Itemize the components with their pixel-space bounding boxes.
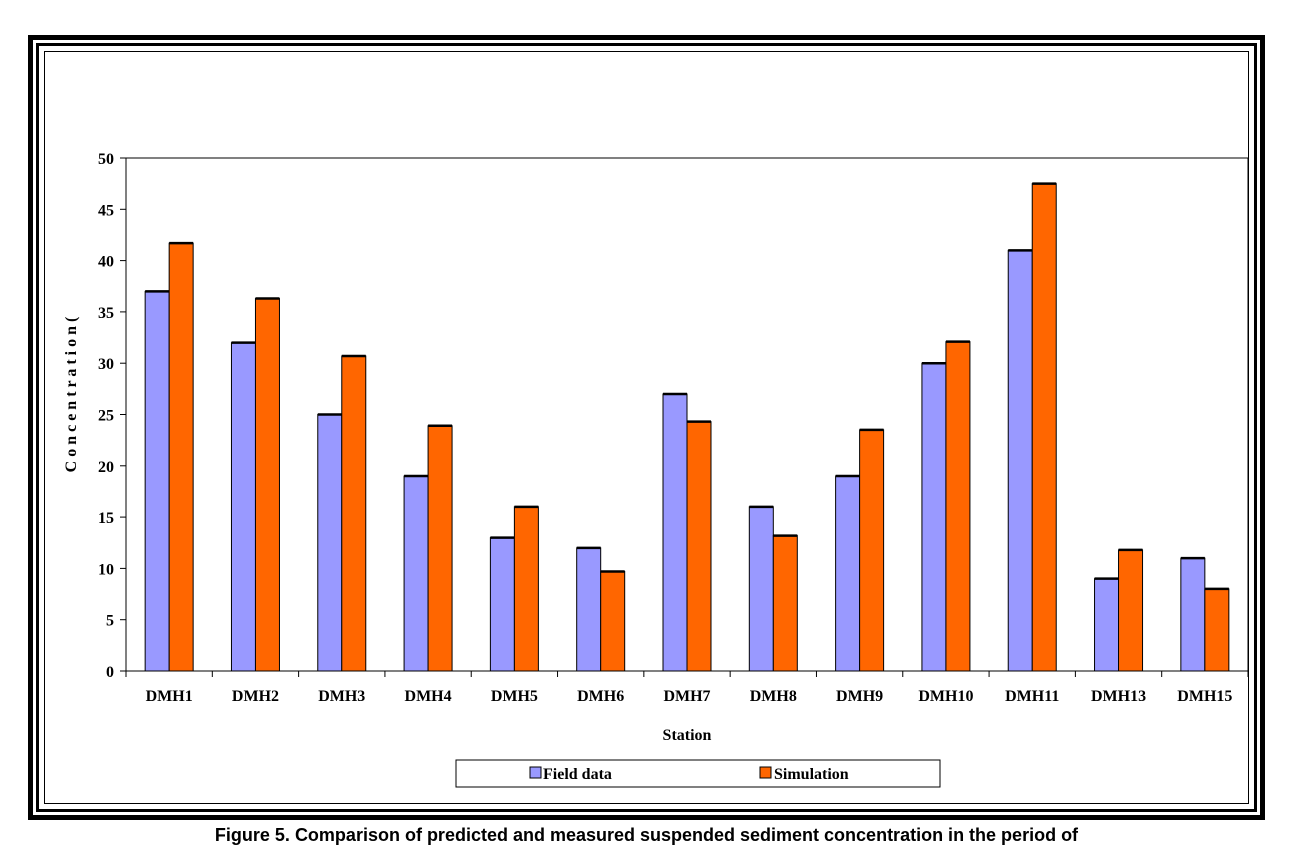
bar-simulation-dmh7 bbox=[686, 421, 712, 672]
x-tick-label: DMH5 bbox=[491, 688, 538, 705]
bar-simulation-dmh13 bbox=[1118, 549, 1144, 672]
bar-field-data-dmh1 bbox=[144, 290, 170, 672]
bar-simulation-dmh1 bbox=[168, 242, 194, 672]
y-tick-label: 20 bbox=[98, 459, 114, 476]
x-tick-label: DMH10 bbox=[918, 688, 973, 705]
x-tick-label: DMH7 bbox=[663, 688, 710, 705]
bar-simulation-dmh9 bbox=[859, 429, 885, 672]
bar-field-data-dmh8 bbox=[748, 506, 774, 672]
bar-simulation-dmh3 bbox=[341, 355, 367, 672]
x-tick-label: DMH6 bbox=[577, 688, 624, 705]
bar-field-data-dmh3 bbox=[317, 414, 343, 672]
bar-simulation-dmh11 bbox=[1031, 183, 1057, 672]
bar-simulation-dmh4 bbox=[427, 425, 453, 672]
legend-swatch-field-data bbox=[529, 766, 542, 779]
chart-outer-border bbox=[28, 35, 1265, 820]
y-tick-label: 40 bbox=[98, 254, 114, 271]
bar-simulation-dmh8 bbox=[772, 535, 798, 672]
y-axis-title: C o n c e n t r a t i o n ( bbox=[63, 317, 80, 473]
x-tick-label: DMH3 bbox=[318, 688, 365, 705]
bar-simulation-dmh6 bbox=[600, 570, 626, 672]
legend-label-simulation: Simulation bbox=[774, 766, 849, 783]
bar-simulation-dmh10 bbox=[945, 341, 971, 672]
bar-field-data-dmh6 bbox=[576, 547, 602, 672]
legend-box bbox=[455, 759, 941, 788]
y-tick-label: 35 bbox=[98, 305, 114, 322]
x-tick-label: DMH15 bbox=[1177, 688, 1232, 705]
bar-field-data-dmh10 bbox=[921, 362, 947, 672]
y-tick-label: 25 bbox=[98, 408, 114, 425]
bar-field-data-dmh15 bbox=[1180, 557, 1206, 672]
x-tick-label: DMH13 bbox=[1091, 688, 1146, 705]
x-tick-label: DMH11 bbox=[1005, 688, 1059, 705]
legend: Field data Simulation bbox=[455, 759, 941, 788]
bar-field-data-dmh13 bbox=[1094, 578, 1120, 672]
figure-caption: Figure 5. Comparison of predicted and me… bbox=[214, 825, 1079, 845]
x-axis-title: Station bbox=[663, 727, 712, 744]
y-tick-label: 30 bbox=[98, 356, 114, 373]
bar-field-data-dmh9 bbox=[835, 475, 861, 672]
bar-field-data-dmh2 bbox=[230, 342, 256, 672]
y-tick-label: 10 bbox=[98, 561, 114, 578]
bars bbox=[144, 182, 1230, 672]
x-tick-label: DMH9 bbox=[836, 688, 883, 705]
bar-field-data-dmh4 bbox=[403, 475, 429, 672]
x-tick-label: DMH1 bbox=[146, 688, 193, 705]
x-tick-label: DMH4 bbox=[405, 688, 452, 705]
y-tick-label: 45 bbox=[98, 202, 114, 219]
x-axis-ticks: DMH1 DMH2 DMH3 DMH4 DMH5 DMH6 DMH7 DMH8 DMH9 DMH1… bbox=[125, 671, 1249, 705]
y-axis-ticks: 0 5 10 15 20 25 30 35 40 45 50 bbox=[98, 151, 126, 681]
y-tick-label: 15 bbox=[98, 510, 114, 527]
y-tick-label: 5 bbox=[106, 613, 114, 630]
bar-field-data-dmh11 bbox=[1007, 249, 1033, 672]
bar-field-data-dmh5 bbox=[489, 537, 515, 672]
bar-field-data-dmh7 bbox=[662, 393, 688, 672]
x-tick-label: DMH2 bbox=[232, 688, 279, 705]
y-tick-label: 50 bbox=[98, 151, 114, 168]
y-tick-label: 0 bbox=[106, 664, 114, 681]
bar-simulation-dmh5 bbox=[513, 506, 539, 672]
bar-simulation-dmh15 bbox=[1204, 588, 1230, 672]
x-tick-label: DMH8 bbox=[750, 688, 797, 705]
legend-label-field-data: Field data bbox=[543, 766, 612, 783]
bar-simulation-dmh2 bbox=[254, 298, 280, 672]
legend-swatch-simulation bbox=[759, 766, 772, 779]
chart-middle-border bbox=[36, 43, 1257, 812]
